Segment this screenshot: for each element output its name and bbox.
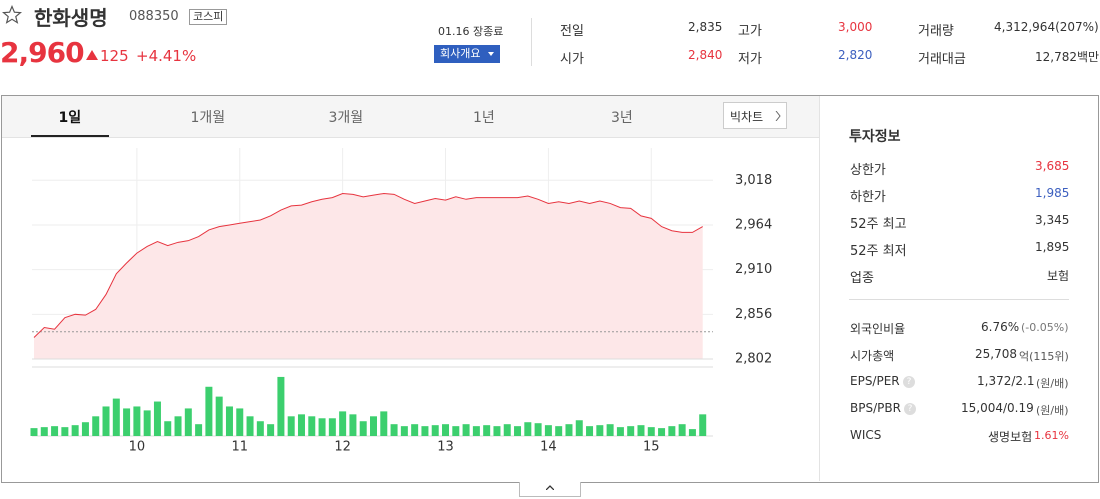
chevron	[775, 111, 781, 121]
panel-divider	[819, 96, 820, 481]
stat-label: 전일	[560, 24, 584, 39]
info-label: 상한가	[850, 163, 886, 178]
stat-value: 12,782백만	[1035, 50, 1100, 64]
info-label: 시가총액	[850, 349, 895, 363]
favorite-star[interactable]	[2, 5, 22, 25]
tab[interactable]: 1년	[473, 110, 495, 126]
stat-value: 2,840	[688, 48, 723, 62]
price: 2,960	[0, 36, 85, 69]
info-label: WICS	[850, 428, 882, 442]
dropdown-icon	[488, 52, 495, 56]
info-sub: 억(115위)	[1019, 350, 1069, 363]
info-sub: (원/배)	[1036, 404, 1069, 417]
info-value: 1,372/2.1	[977, 374, 1035, 388]
info-label: 52주 최고	[850, 217, 907, 232]
collapse-toggle[interactable]	[519, 482, 581, 497]
tab-bar	[2, 96, 819, 138]
info-value: 1,985	[1035, 186, 1070, 200]
chart-box	[1, 95, 1099, 483]
info-value: 1,895	[1035, 240, 1070, 254]
big-chart-button[interactable]: 빅차트	[723, 102, 787, 129]
info-label: EPS/PER	[850, 374, 900, 388]
market-badge: 코스피	[189, 9, 228, 25]
info-label: BPS/PBR	[850, 401, 901, 415]
company-button-label: 회사개요	[440, 47, 481, 60]
info-label: 외국인비율	[850, 322, 906, 336]
stat-value: 2,835	[688, 20, 723, 34]
info-label: 업종	[850, 271, 874, 286]
info-sub: (-0.05%)	[1021, 321, 1069, 334]
change-pct: +4.41%	[136, 47, 197, 65]
help-icon[interactable]: ?	[904, 403, 916, 415]
stat-value: 4,312,964(207%)	[994, 20, 1099, 34]
stat-label: 시가	[560, 52, 584, 67]
big-chart-label: 빅차트	[730, 110, 764, 124]
panel-title: 투자정보	[849, 129, 901, 145]
change: 125	[100, 47, 129, 65]
info-value: 생명보험	[988, 430, 1033, 444]
stock-name: 한화생명	[34, 6, 108, 30]
info-label: 하한가	[850, 190, 886, 205]
stat-value: 2,820	[838, 48, 873, 62]
tab[interactable]: 1일	[58, 110, 82, 126]
tab[interactable]: 3개월	[328, 110, 364, 126]
stock-code: 088350	[129, 9, 179, 24]
stat-label: 거래대금	[918, 52, 966, 67]
divider	[531, 18, 532, 66]
company-button[interactable]: 회사개요	[434, 45, 501, 63]
info-value: 3,345	[1035, 213, 1070, 227]
info-sub: 1.61%	[1034, 429, 1069, 442]
info-value: 6.76%	[981, 320, 1020, 334]
panel-separator	[849, 299, 1069, 300]
stat-value: 3,000	[838, 20, 873, 34]
stat-label: 저가	[738, 52, 762, 67]
info-value: 25,708	[975, 347, 1017, 361]
active-underline	[31, 135, 109, 137]
stat-label: 고가	[738, 24, 762, 39]
info-label: 52주 최저	[850, 244, 907, 259]
info-value: 보험	[1047, 269, 1070, 283]
help-icon[interactable]: ?	[903, 376, 915, 388]
info-sub: (원/배)	[1036, 377, 1069, 390]
tab[interactable]: 1개월	[190, 110, 226, 126]
tab[interactable]: 3년	[611, 110, 633, 126]
info-value: 15,004/0.19	[961, 401, 1034, 415]
market-status: 01.16 장종료	[438, 25, 504, 38]
stat-label: 거래량	[918, 24, 954, 39]
chevron-up	[546, 485, 554, 490]
info-value: 3,685	[1035, 159, 1070, 173]
up-arrow	[86, 50, 98, 60]
